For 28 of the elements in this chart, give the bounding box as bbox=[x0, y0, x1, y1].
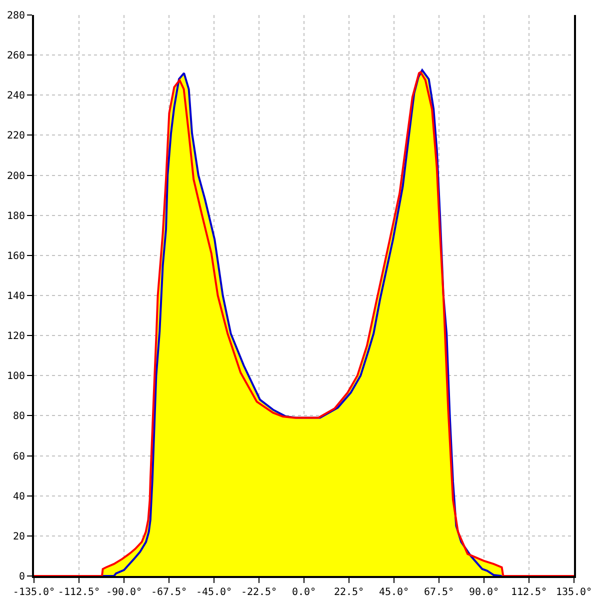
y-tick-label: 140 bbox=[6, 291, 25, 302]
y-tick-label: 40 bbox=[12, 491, 25, 502]
y-tick-label: 60 bbox=[12, 451, 25, 462]
x-tick-label: 112.5° bbox=[510, 587, 548, 598]
y-tick-label: 280 bbox=[6, 10, 25, 22]
x-tick-label: -112.5° bbox=[58, 587, 100, 598]
x-tick-label: 90.0° bbox=[468, 587, 500, 598]
x-tick-label: -67.5° bbox=[150, 587, 188, 598]
y-tick-label: 100 bbox=[6, 371, 25, 382]
y-tick-label: 120 bbox=[6, 331, 25, 342]
x-tick-label: 0.0° bbox=[292, 587, 316, 598]
x-tick-label: 67.5° bbox=[424, 587, 454, 598]
x-tick-label: -90.0° bbox=[106, 587, 142, 598]
y-tick-label: 240 bbox=[6, 90, 25, 102]
y-tick-label: 200 bbox=[6, 170, 25, 182]
x-tick-label: -22.5° bbox=[240, 587, 278, 598]
x-tick-label: 22.5° bbox=[334, 587, 364, 598]
x-tick-label: -45.0° bbox=[196, 587, 232, 598]
y-tick-label: 260 bbox=[6, 50, 25, 62]
y-tick-label: 160 bbox=[6, 250, 25, 262]
x-tick-label: -135.0° bbox=[12, 587, 56, 598]
y-tick-label: 180 bbox=[6, 210, 25, 222]
x-tick-label: 45.0° bbox=[378, 587, 410, 598]
y-tick-label: 80 bbox=[12, 411, 25, 422]
x-tick-label: 135.0° bbox=[556, 587, 592, 598]
y-tick-label: 20 bbox=[12, 531, 25, 542]
y-tick-label: 220 bbox=[6, 130, 25, 142]
y-tick-label: 0 bbox=[18, 572, 25, 582]
